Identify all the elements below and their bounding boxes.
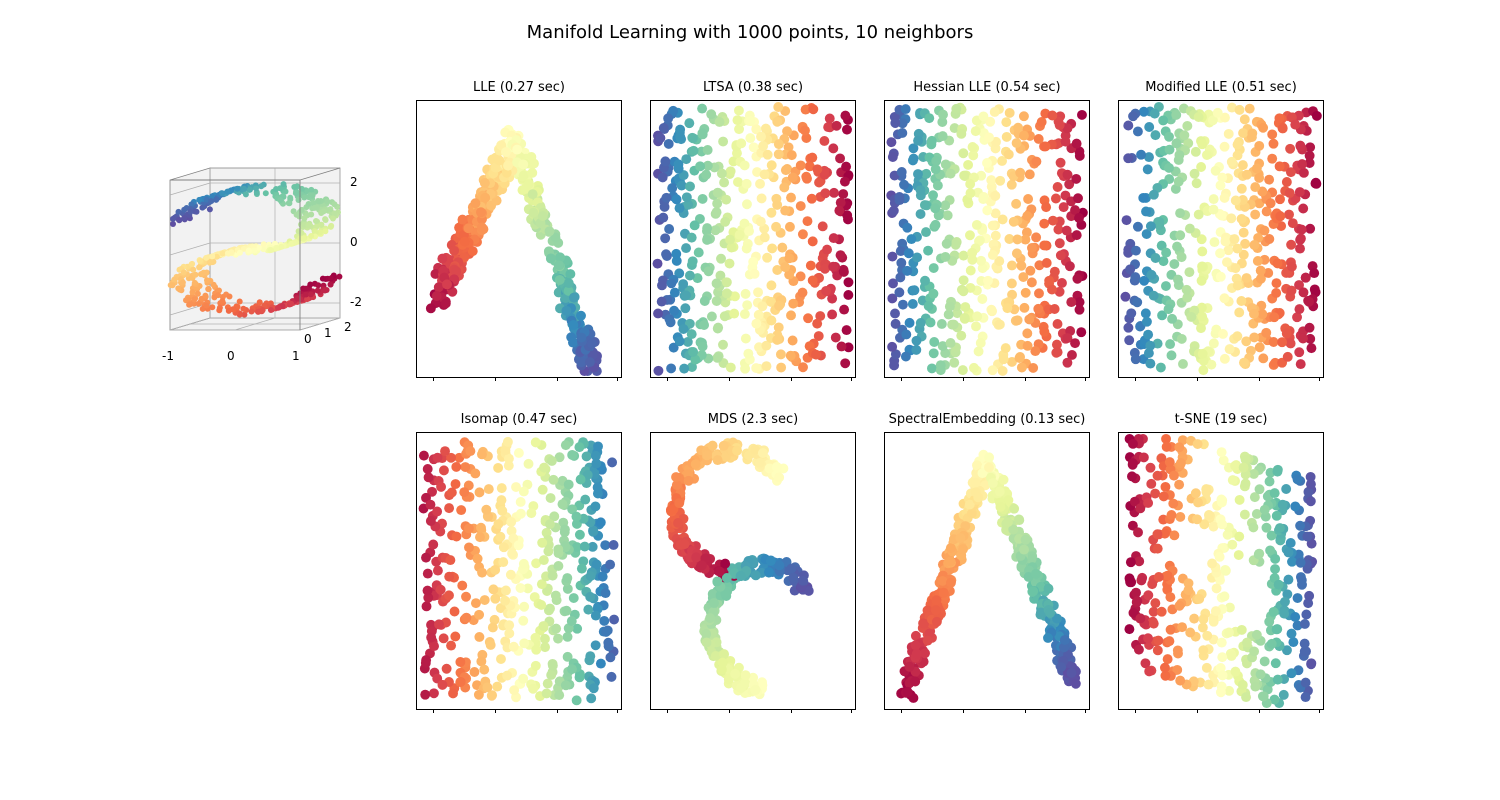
xtick-mark [791, 377, 792, 381]
xtick-mark [729, 377, 730, 381]
xtick-mark [667, 377, 668, 381]
xtick-mark [963, 377, 964, 381]
cube-ztick: 0 [350, 235, 358, 249]
panel-mds [650, 432, 856, 710]
xtick-mark [1085, 377, 1086, 381]
cube-ytick: 2 [344, 320, 352, 334]
panel-title-isomap: Isomap (0.47 sec) [416, 412, 622, 427]
xtick-mark [667, 709, 668, 713]
cube-ztick: -2 [350, 295, 362, 309]
xtick-mark [851, 377, 852, 381]
scatter-mds [651, 433, 855, 709]
figure: Manifold Learning with 1000 points, 10 n… [0, 0, 1500, 800]
xtick-mark [729, 709, 730, 713]
panel-title-spectral: SpectralEmbedding (0.13 sec) [862, 412, 1112, 427]
xtick-mark [1259, 709, 1260, 713]
scatter-ltsa [651, 101, 855, 377]
xtick-mark [791, 709, 792, 713]
xtick-mark [963, 709, 964, 713]
xtick-mark [433, 377, 434, 381]
panel-title-mds: MDS (2.3 sec) [650, 412, 856, 427]
panel-isomap [416, 432, 622, 710]
panel-spectral [884, 432, 1090, 710]
xtick-mark [617, 377, 618, 381]
xtick-mark [1259, 377, 1260, 381]
xtick-mark [495, 377, 496, 381]
panel-title-hlle: Hessian LLE (0.54 sec) [884, 80, 1090, 95]
xtick-mark [1135, 377, 1136, 381]
scatter-spectral [885, 433, 1089, 709]
scatter-tsne [1119, 433, 1323, 709]
xtick-mark [1135, 709, 1136, 713]
xtick-mark [851, 709, 852, 713]
xtick-mark [1025, 709, 1026, 713]
xtick-mark [901, 377, 902, 381]
xtick-mark [1025, 377, 1026, 381]
xtick-mark [1085, 709, 1086, 713]
scatter-mlle [1119, 101, 1323, 377]
xtick-mark [617, 709, 618, 713]
xtick-mark [557, 709, 558, 713]
panel-ltsa [650, 100, 856, 378]
xtick-mark [433, 709, 434, 713]
panel-tsne [1118, 432, 1324, 710]
xtick-mark [495, 709, 496, 713]
xtick-mark [901, 709, 902, 713]
xtick-mark [1197, 377, 1198, 381]
cube-xtick: 1 [292, 349, 300, 363]
panel-mlle [1118, 100, 1324, 378]
panel-title-mlle: Modified LLE (0.51 sec) [1118, 80, 1324, 95]
xtick-mark [1319, 377, 1320, 381]
cube-xtick: 0 [227, 349, 235, 363]
panel-title-lle: LLE (0.27 sec) [416, 80, 622, 95]
cube-ytick: 1 [324, 326, 332, 340]
xtick-mark [557, 377, 558, 381]
cube-xtick: -1 [162, 349, 174, 363]
scatter-hlle [885, 101, 1089, 377]
scatter-lle [417, 101, 621, 377]
panel-lle [416, 100, 622, 378]
panel-title-ltsa: LTSA (0.38 sec) [650, 80, 856, 95]
figure-title: Manifold Learning with 1000 points, 10 n… [0, 22, 1500, 43]
xtick-mark [1319, 709, 1320, 713]
cube-ztick: 2 [350, 175, 358, 189]
panel-3d-s-curve [150, 150, 355, 355]
xtick-mark [1197, 709, 1198, 713]
panel-title-tsne: t-SNE (19 sec) [1118, 412, 1324, 427]
cube-ytick: 0 [304, 332, 312, 346]
panel-hlle [884, 100, 1090, 378]
scatter-isomap [417, 433, 621, 709]
